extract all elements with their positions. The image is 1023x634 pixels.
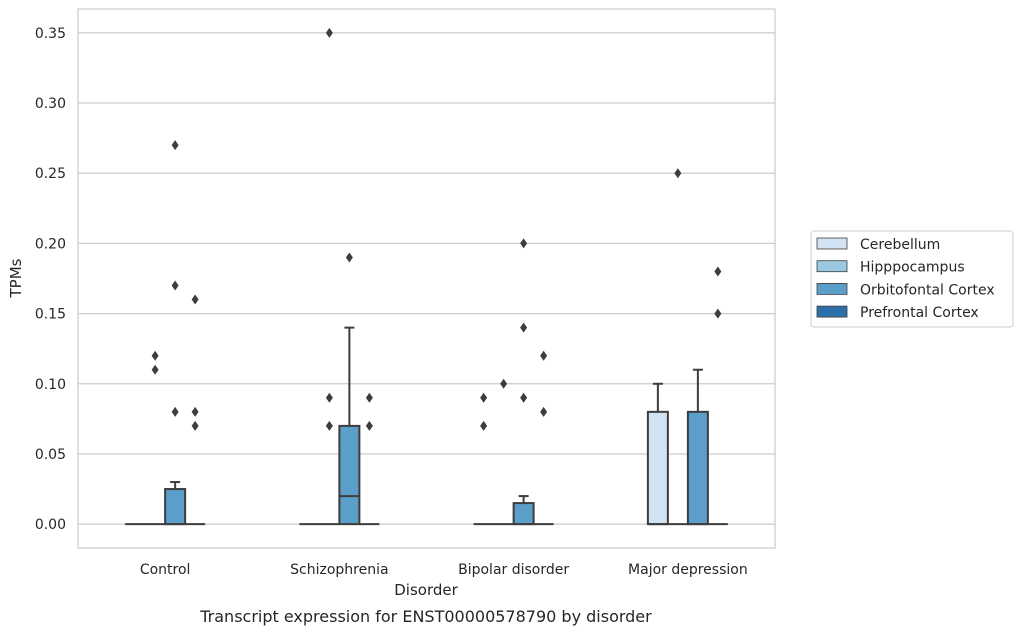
outlier-point [520, 392, 528, 403]
box-group [533, 350, 554, 526]
outlier-point [325, 27, 333, 38]
x-tick-label: Control [140, 562, 191, 578]
y-tick-label: 0.05 [35, 447, 66, 463]
y-tick-label: 0.20 [35, 236, 66, 252]
box-rect [646, 410, 669, 526]
box-group [646, 382, 669, 526]
outlier-point [191, 294, 199, 305]
chart-caption: Transcript expression for ENST0000057879… [199, 607, 652, 626]
outlier-point [520, 238, 528, 249]
y-tick-label: 0.25 [35, 166, 66, 182]
box-rect [164, 488, 187, 526]
y-tick-label: 0.10 [35, 377, 66, 393]
box-rect [512, 502, 535, 526]
outlier-point [345, 252, 353, 263]
outlier-point [500, 378, 508, 389]
box-group [185, 294, 206, 526]
x-tick-label: Bipolar disorder [458, 562, 569, 578]
legend-swatch [816, 282, 848, 295]
outlier-point [365, 420, 373, 431]
box-group [338, 252, 361, 526]
x-tick-label: Major depression [628, 562, 748, 578]
box-plot-marks [125, 27, 728, 526]
box-group [667, 168, 688, 526]
outlier-point [325, 420, 333, 431]
box-group [473, 392, 494, 526]
outlier-point [171, 140, 179, 151]
outlier-point [151, 350, 159, 361]
grid-lines [78, 32, 775, 525]
box-group [512, 238, 535, 526]
y-tick-label: 0.30 [35, 96, 66, 112]
box-rect [686, 410, 709, 526]
outlier-point [540, 350, 548, 361]
legend-label: Hipppocampus [860, 260, 965, 276]
legend-label: Cerebellum [860, 237, 940, 253]
legend: Cerebellum Hipppocampus Orbitofontal Corte… [810, 230, 1014, 328]
y-axis-label: TPMs [7, 258, 25, 298]
outlier-point [480, 392, 488, 403]
outlier-point [480, 420, 488, 431]
box-rect [338, 424, 361, 526]
outlier-point [365, 392, 373, 403]
legend-frame [810, 230, 1014, 328]
x-axis-ticks: Control Schizophrenia Bipolar disorder Majo… [140, 562, 748, 578]
plot-area-frame [77, 8, 776, 549]
y-tick-label: 0.35 [35, 26, 66, 42]
outlier-point [714, 308, 722, 319]
legend-label: Prefrontal Cortex [860, 305, 979, 321]
x-tick-label: Schizophrenia [290, 562, 388, 578]
outlier-point [191, 420, 199, 431]
outlier-point [520, 322, 528, 333]
legend-swatch [816, 260, 848, 273]
box-group [164, 140, 187, 526]
outlier-point [171, 280, 179, 291]
outlier-point [714, 266, 722, 277]
outlier-point [191, 406, 199, 417]
outlier-point [674, 168, 682, 179]
outlier-point [540, 406, 548, 417]
box-group [493, 378, 514, 526]
y-tick-label: 0.00 [35, 517, 66, 533]
outlier-point [151, 364, 159, 375]
y-tick-label: 0.15 [35, 307, 66, 323]
legend-label: Orbitofontal Cortex [860, 282, 995, 298]
legend-swatch [816, 305, 848, 318]
box-group [319, 27, 340, 526]
outlier-point [171, 406, 179, 417]
box-group [686, 368, 709, 526]
y-axis-ticks: 0.00 0.05 0.10 0.15 0.20 0.25 0.30 0.35 [35, 26, 66, 533]
box-group [145, 350, 166, 526]
outlier-point [325, 392, 333, 403]
x-axis-label: Disorder [394, 581, 458, 599]
box-group [359, 392, 380, 526]
box-group [707, 266, 728, 526]
legend-swatch [816, 237, 848, 250]
